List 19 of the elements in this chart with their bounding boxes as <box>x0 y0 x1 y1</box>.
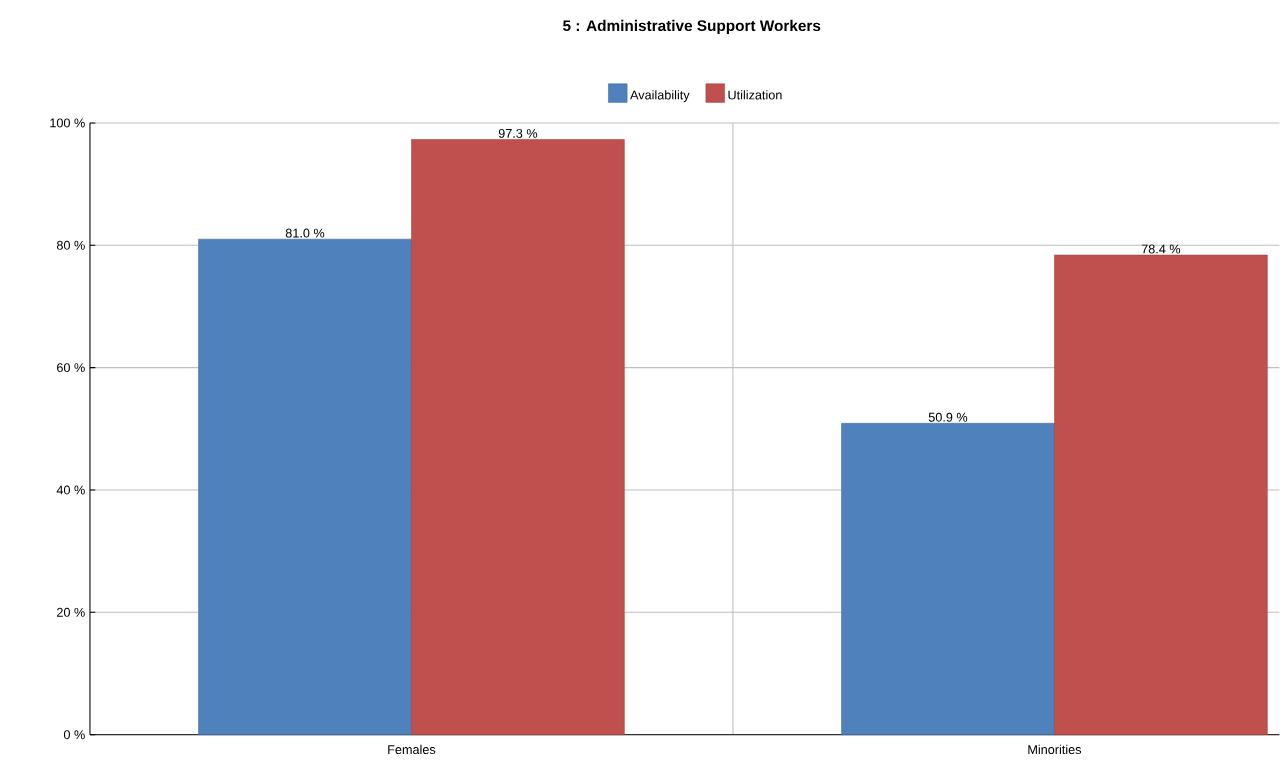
y-tick-label: 60 % <box>57 363 85 373</box>
data-label: 50.9 % <box>928 412 968 422</box>
data-label: 97.3 % <box>498 129 538 139</box>
bar <box>841 423 1055 736</box>
bar <box>1054 254 1268 736</box>
x-tick-label: Females <box>388 744 436 755</box>
legend-label: Availability <box>630 90 690 103</box>
y-tick-label: 100 % <box>50 118 85 128</box>
data-label: 78.4 % <box>1141 244 1181 254</box>
chart-title: 5 : Administrative Support Workers <box>563 20 821 35</box>
legend-label: Utilization <box>728 90 782 100</box>
y-tick-label: 40 % <box>56 485 85 495</box>
x-tick-label: Minorities <box>1028 744 1082 755</box>
y-tick-label: 20 % <box>57 608 85 617</box>
bar <box>411 139 625 736</box>
bar <box>198 239 412 736</box>
y-tick-label: 80 % <box>56 240 85 250</box>
y-tick-label: 0 % <box>63 730 85 740</box>
data-label: 81.0 % <box>285 228 325 238</box>
